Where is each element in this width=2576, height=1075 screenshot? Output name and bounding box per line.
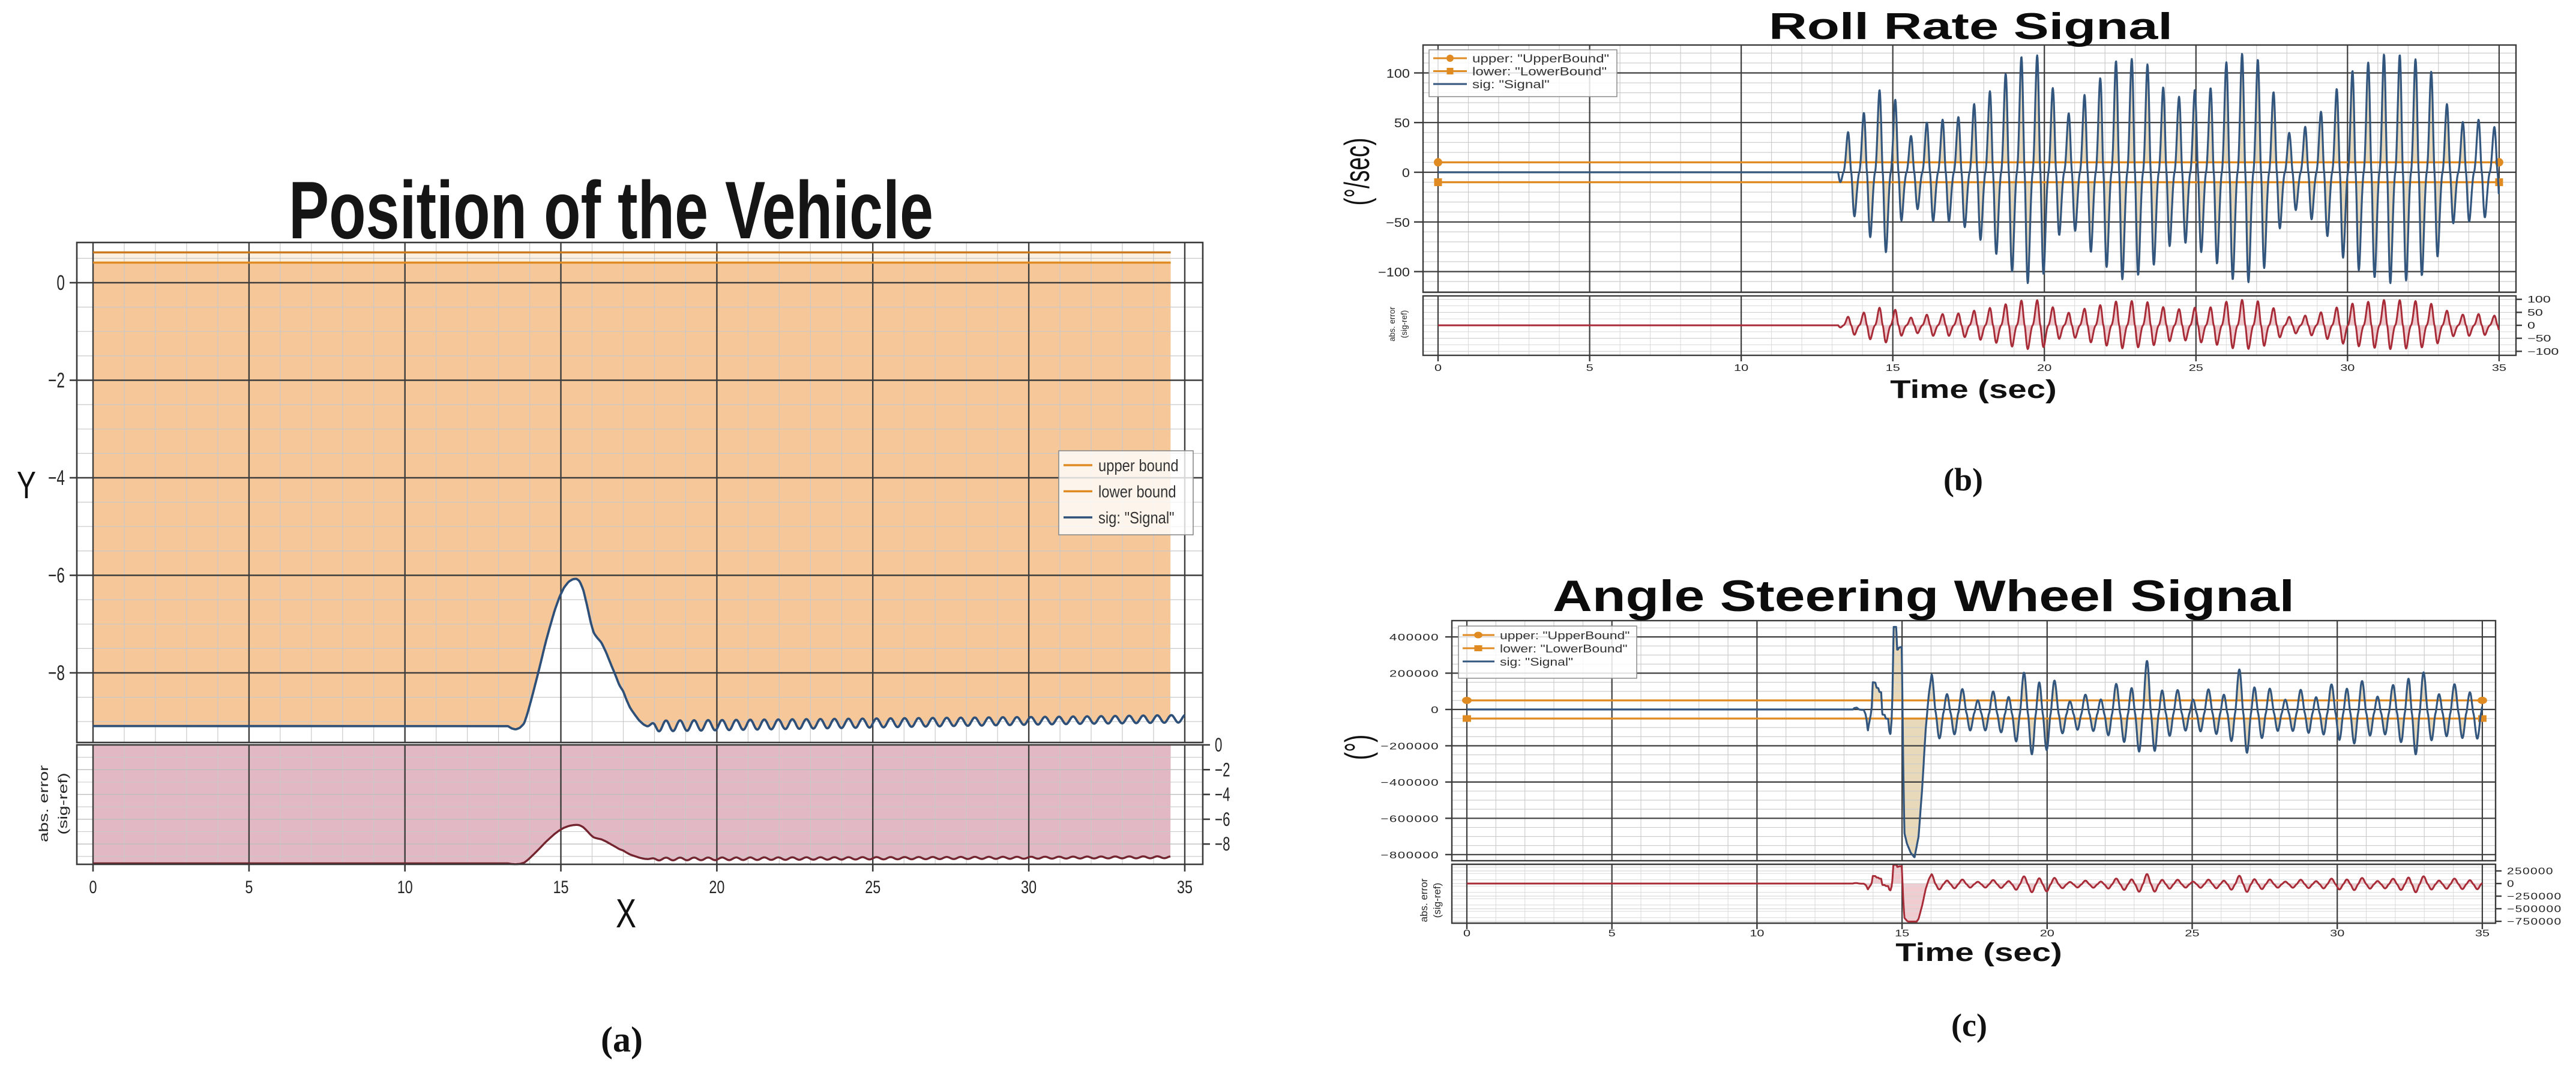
svg-text:(sig-ref): (sig-ref): [1400, 310, 1409, 339]
svg-text:25: 25: [2189, 363, 2203, 373]
svg-text:20: 20: [2037, 363, 2051, 373]
svg-text:−750000: −750000: [2507, 916, 2562, 927]
svg-text:upper: "UpperBound": upper: "UpperBound": [1472, 52, 1609, 65]
svg-text:(a): (a): [601, 1020, 643, 1059]
svg-text:Roll Rate Signal: Roll Rate Signal: [1769, 6, 2173, 47]
svg-text:30: 30: [1021, 877, 1037, 897]
svg-text:−600000: −600000: [1380, 813, 1439, 824]
svg-text:−100: −100: [1378, 265, 1410, 280]
svg-text:15: 15: [1886, 363, 1900, 373]
svg-text:250000: 250000: [2507, 866, 2554, 876]
svg-text:−50: −50: [2527, 334, 2551, 344]
svg-text:abs. error: abs. error: [1418, 878, 1430, 922]
svg-text:(sig-ref): (sig-ref): [1431, 883, 1443, 918]
svg-text:−8: −8: [48, 662, 65, 685]
svg-text:0: 0: [1402, 166, 1410, 180]
svg-text:−8: −8: [1215, 833, 1230, 855]
svg-text:15: 15: [553, 877, 568, 897]
svg-text:20: 20: [2040, 928, 2054, 938]
svg-text:−400000: −400000: [1380, 777, 1439, 788]
svg-text:200000: 200000: [1389, 669, 1439, 679]
svg-text:0: 0: [2507, 878, 2515, 889]
svg-text:20: 20: [709, 877, 724, 897]
svg-text:30: 30: [2330, 928, 2344, 938]
svg-text:100: 100: [2527, 295, 2551, 305]
svg-text:0: 0: [1463, 928, 1470, 938]
svg-text:X: X: [616, 891, 636, 936]
svg-text:0: 0: [56, 272, 65, 295]
svg-text:35: 35: [2492, 363, 2506, 373]
svg-text:−6: −6: [1215, 809, 1230, 830]
svg-text:30: 30: [2340, 363, 2355, 373]
svg-text:10: 10: [1750, 928, 1764, 938]
svg-text:10: 10: [1734, 363, 1748, 373]
svg-text:5: 5: [245, 877, 253, 897]
svg-text:upper: "UpperBound": upper: "UpperBound": [1500, 630, 1630, 642]
svg-text:50: 50: [2527, 308, 2543, 318]
svg-text:35: 35: [1177, 877, 1193, 897]
svg-text:−6: −6: [48, 564, 65, 587]
svg-text:sig: "Signal": sig: "Signal": [1098, 508, 1175, 527]
svg-text:0: 0: [2527, 321, 2535, 331]
svg-text:abs. error: abs. error: [36, 765, 51, 843]
svg-text:0: 0: [1431, 705, 1439, 715]
svg-text:(c): (c): [1951, 1007, 1987, 1043]
svg-text:(°): (°): [1338, 735, 1378, 760]
svg-text:Time (sec): Time (sec): [1890, 375, 2057, 403]
svg-text:5: 5: [1586, 363, 1593, 373]
svg-text:Y: Y: [17, 463, 36, 506]
svg-text:−800000: −800000: [1380, 850, 1439, 861]
svg-text:15: 15: [1895, 928, 1909, 938]
svg-text:(°/sec): (°/sec): [1337, 137, 1377, 205]
svg-text:25: 25: [2185, 928, 2199, 938]
svg-text:0: 0: [1215, 734, 1222, 756]
svg-text:−2: −2: [48, 369, 65, 392]
svg-text:−4: −4: [48, 467, 65, 490]
svg-text:Position of the Vehicle: Position of the Vehicle: [289, 164, 933, 256]
svg-text:400000: 400000: [1389, 632, 1439, 643]
svg-text:35: 35: [2475, 928, 2490, 938]
svg-text:−2: −2: [1215, 759, 1230, 780]
svg-text:10: 10: [397, 877, 413, 897]
svg-text:Angle Steering Wheel Signal: Angle Steering Wheel Signal: [1553, 572, 2295, 621]
svg-text:−50: −50: [1386, 215, 1410, 230]
svg-text:−200000: −200000: [1380, 741, 1439, 752]
svg-text:lower bound: lower bound: [1098, 482, 1176, 501]
svg-text:5: 5: [1608, 928, 1616, 938]
svg-text:−100: −100: [2527, 346, 2559, 357]
svg-text:abs. error: abs. error: [1388, 307, 1397, 342]
svg-text:25: 25: [865, 877, 880, 897]
svg-text:(b): (b): [1943, 462, 1983, 498]
svg-text:100: 100: [1386, 67, 1410, 81]
svg-text:−4: −4: [1215, 784, 1230, 805]
svg-text:sig: "Signal": sig: "Signal": [1472, 77, 1550, 91]
svg-text:(sig-ref): (sig-ref): [55, 772, 70, 834]
svg-text:0: 0: [89, 877, 97, 897]
svg-text:lower: "LowerBound": lower: "LowerBound": [1472, 65, 1607, 78]
svg-text:upper bound: upper bound: [1098, 456, 1179, 475]
svg-text:lower: "LowerBound": lower: "LowerBound": [1500, 643, 1628, 655]
svg-text:−250000: −250000: [2507, 891, 2562, 902]
svg-text:50: 50: [1394, 116, 1410, 130]
svg-text:Time (sec): Time (sec): [1895, 938, 2062, 966]
svg-text:0: 0: [1434, 363, 1442, 373]
svg-text:sig: "Signal": sig: "Signal": [1500, 656, 1573, 668]
svg-text:−500000: −500000: [2507, 903, 2562, 914]
